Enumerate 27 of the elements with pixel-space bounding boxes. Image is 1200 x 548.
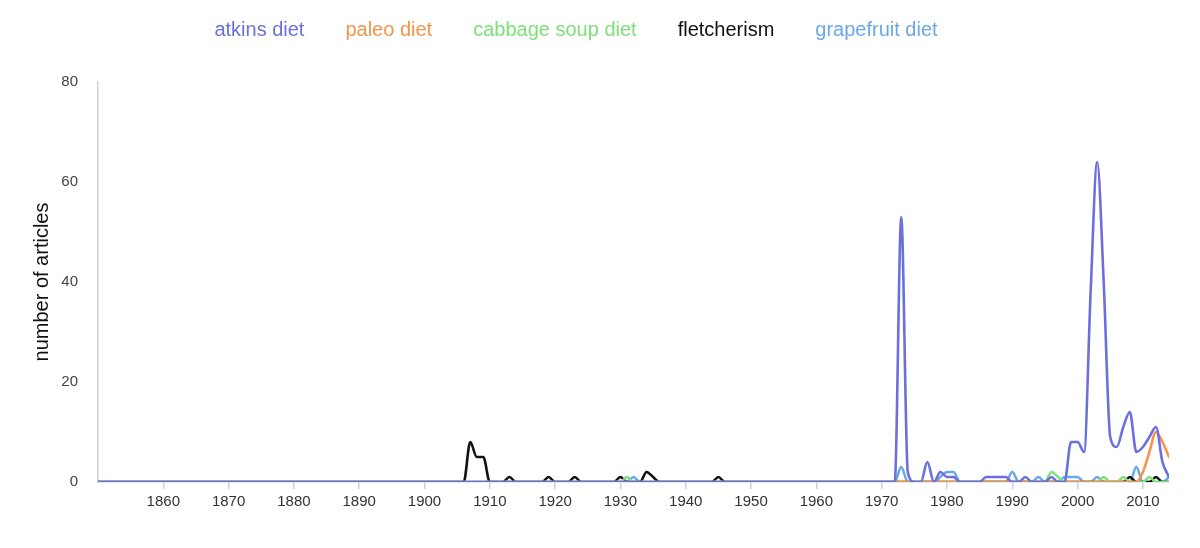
y-tick-label: 20 xyxy=(61,372,78,390)
x-tick-label: 2000 xyxy=(1060,492,1095,510)
y-tick-label: 0 xyxy=(69,472,78,490)
y-tick-label: 80 xyxy=(61,72,78,90)
x-tick-label: 1930 xyxy=(603,492,638,510)
x-tick-label: 1960 xyxy=(799,492,834,510)
y-tick-label: 40 xyxy=(61,272,78,290)
text: grapefruit diet xyxy=(815,17,939,40)
x-tick-label: 1970 xyxy=(864,492,899,510)
x-tick-label: 1940 xyxy=(669,492,703,510)
x-tick-label: 1900 xyxy=(407,492,442,510)
x-tick-label: 1950 xyxy=(734,492,768,510)
x-tick-label: 1990 xyxy=(995,492,1029,510)
text: fletcherism xyxy=(677,17,775,40)
text: paleo diet xyxy=(345,17,433,40)
text: cabbage soup diet xyxy=(473,17,638,40)
x-tick-label: 1910 xyxy=(473,492,507,510)
x-tick-label: 1920 xyxy=(538,492,572,510)
x-tick-label: 1980 xyxy=(930,492,964,510)
y-tick-label: 60 xyxy=(61,172,78,190)
text: atkins diet xyxy=(214,17,305,40)
x-tick-label: 1860 xyxy=(146,492,180,510)
x-tick-label: 1880 xyxy=(277,492,311,510)
x-tick-label: 1890 xyxy=(342,492,376,510)
x-tick-label: 1870 xyxy=(211,492,246,510)
x-tick-label: 2010 xyxy=(1126,492,1160,510)
y-axis-title: number of articles xyxy=(29,202,52,362)
